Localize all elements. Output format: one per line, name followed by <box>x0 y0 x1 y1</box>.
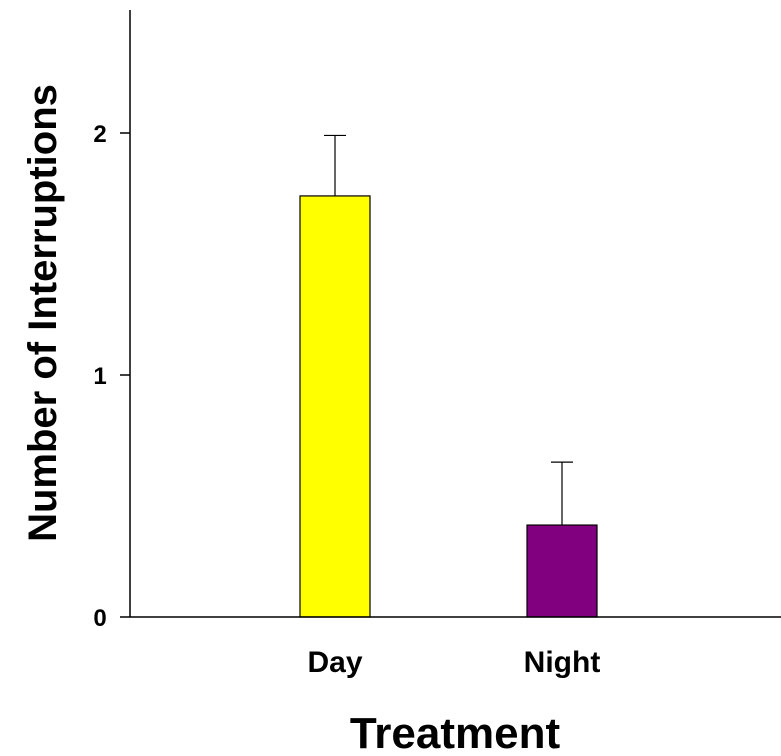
x-category-label: Night <box>524 646 601 679</box>
y-axis-title: Number of Interruptions <box>21 84 65 542</box>
x-axis: Day Night <box>130 616 781 679</box>
x-category-label: Day <box>307 646 362 679</box>
plot-area <box>299 134 598 618</box>
bar-day <box>299 195 371 618</box>
y-axis: 0 1 2 <box>93 10 131 632</box>
bar-night <box>526 524 598 618</box>
y-tick-label: 1 <box>93 363 106 390</box>
x-axis-title: Treatment <box>350 709 561 756</box>
y-tick-label: 2 <box>93 121 106 148</box>
y-tick-label: 0 <box>93 605 106 632</box>
